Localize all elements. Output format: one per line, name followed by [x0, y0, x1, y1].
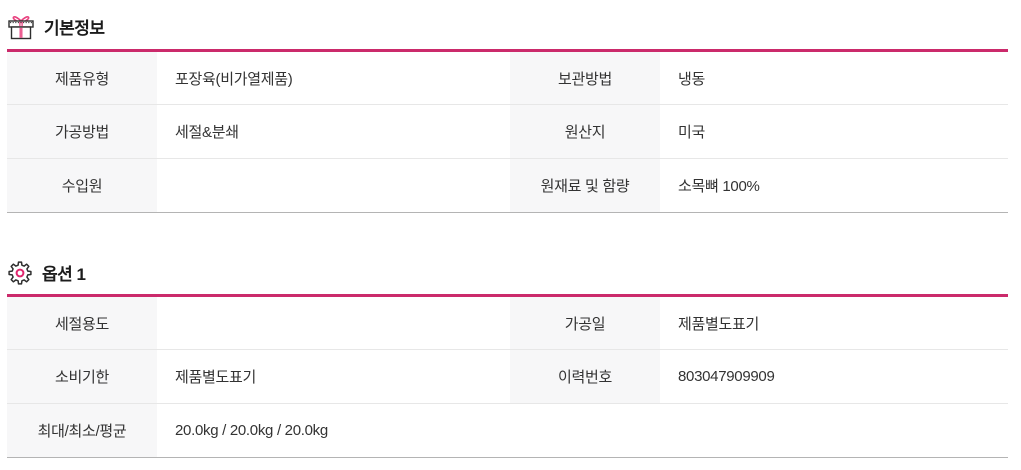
row-value: 제품별도표기	[660, 295, 1008, 350]
row-value: 세절&분쇄	[157, 104, 510, 159]
section-header-basic-info: 기본정보	[7, 12, 1008, 40]
row-value: 소목뼈 100%	[660, 158, 1008, 213]
table-row: 가공방법 세절&분쇄 원산지 미국	[7, 104, 1008, 159]
section-title: 옵션 1	[42, 265, 86, 284]
basic-info-table: 제품유형 포장육(비가열제품) 보관방법 냉동 가공방법 세절&분쇄 원산지 미…	[7, 49, 1008, 213]
row-value	[157, 295, 510, 350]
row-value	[157, 158, 510, 213]
row-value: 미국	[660, 104, 1008, 159]
row-label: 수입원	[7, 158, 157, 213]
gift-icon	[8, 12, 34, 40]
row-label: 원재료 및 함량	[510, 158, 660, 213]
table-row: 제품유형 포장육(비가열제품) 보관방법 냉동	[7, 50, 1008, 105]
row-value: 803047909909	[660, 349, 1008, 404]
section-header-option-1: 옵션 1	[7, 260, 1008, 285]
row-value: 냉동	[660, 50, 1008, 105]
row-value: 포장육(비가열제품)	[157, 50, 510, 105]
row-value: 20.0kg / 20.0kg / 20.0kg	[157, 403, 1008, 458]
gear-icon	[8, 260, 32, 285]
row-label: 세절용도	[7, 295, 157, 350]
product-info-page: 기본정보 제품유형 포장육(비가열제품) 보관방법 냉동 가공방법 세절&분쇄 …	[7, 12, 1008, 458]
table-row: 최대/최소/평균 20.0kg / 20.0kg / 20.0kg	[7, 403, 1008, 458]
row-label: 가공일	[510, 295, 660, 350]
row-value: 제품별도표기	[157, 349, 510, 404]
row-label: 이력번호	[510, 349, 660, 404]
section-option-1: 옵션 1 세절용도 가공일 제품별도표기 소비기한 제품별도표기 이력번호 80…	[7, 260, 1008, 458]
row-label: 소비기한	[7, 349, 157, 404]
table-row: 소비기한 제품별도표기 이력번호 803047909909	[7, 349, 1008, 404]
row-label: 제품유형	[7, 50, 157, 105]
row-label: 가공방법	[7, 104, 157, 159]
option-1-table: 세절용도 가공일 제품별도표기 소비기한 제품별도표기 이력번호 8030479…	[7, 294, 1008, 458]
row-label: 원산지	[510, 104, 660, 159]
section-basic-info: 기본정보 제품유형 포장육(비가열제품) 보관방법 냉동 가공방법 세절&분쇄 …	[7, 12, 1008, 213]
table-row: 수입원 원재료 및 함량 소목뼈 100%	[7, 158, 1008, 213]
row-label: 최대/최소/평균	[7, 403, 157, 458]
row-label: 보관방법	[510, 50, 660, 105]
section-title: 기본정보	[44, 18, 105, 38]
table-row: 세절용도 가공일 제품별도표기	[7, 295, 1008, 350]
